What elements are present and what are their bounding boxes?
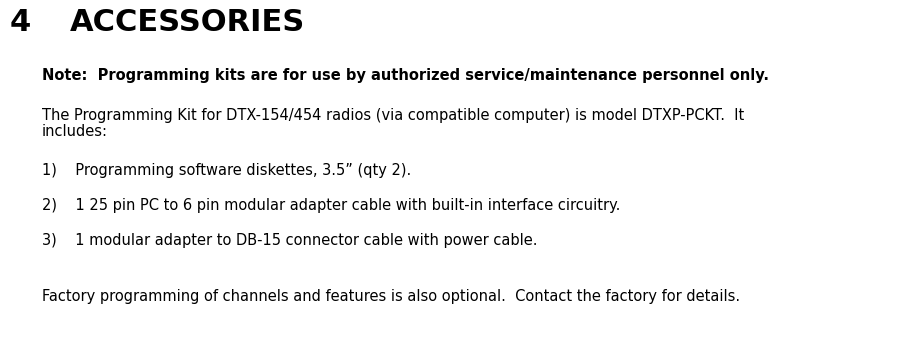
Text: 2)    1 25 pin PC to 6 pin modular adapter cable with built-in interface circuit: 2) 1 25 pin PC to 6 pin modular adapter … [42,198,621,213]
Text: 4: 4 [10,8,31,37]
Text: 3)    1 modular adapter to DB-15 connector cable with power cable.: 3) 1 modular adapter to DB-15 connector … [42,233,537,248]
Text: 1)    Programming software diskettes, 3.5” (qty 2).: 1) Programming software diskettes, 3.5” … [42,163,411,178]
Text: Note:  Programming kits are for use by authorized service/maintenance personnel : Note: Programming kits are for use by au… [42,68,769,83]
Text: Factory programming of channels and features is also optional.  Contact the fact: Factory programming of channels and feat… [42,289,740,304]
Text: ACCESSORIES: ACCESSORIES [70,8,305,37]
Text: The Programming Kit for DTX-154/454 radios (via compatible computer) is model DT: The Programming Kit for DTX-154/454 radi… [42,108,745,123]
Text: includes:: includes: [42,124,108,139]
